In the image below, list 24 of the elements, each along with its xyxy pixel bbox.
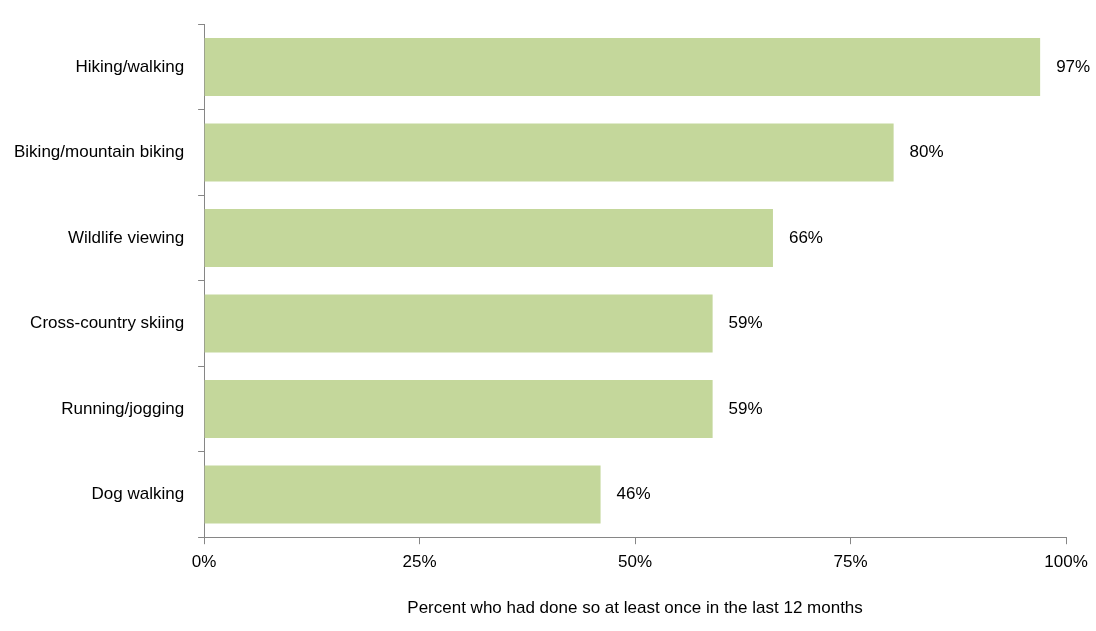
y-tick-label: Cross-country skiing [30,313,185,333]
x-axis-title: Percent who had done so at least once in the last 12 months [407,598,863,618]
bar [204,294,713,353]
data-label: 46% [616,484,651,504]
data-label: 59% [728,398,763,418]
x-tick-label: 0% [191,552,217,572]
x-tick-label: 25% [402,552,437,572]
x-tick-label: 100% [1044,552,1088,572]
data-label: 66% [788,227,823,247]
x-tick-label: 50% [618,552,653,572]
bar [204,379,713,439]
y-tick-label: Dog walking [91,484,185,504]
data-label: 80% [909,142,944,162]
bar [204,465,601,524]
x-tick-label: 75% [833,552,868,572]
bar [204,37,1041,97]
data-label: 97% [1056,56,1091,76]
bar [204,123,894,182]
bar [204,208,773,268]
data-label: 59% [728,313,763,333]
y-tick-label: Running/jogging [61,398,185,418]
y-tick-label: Biking/mountain biking [13,142,185,162]
y-tick-label: Hiking/walking [75,56,185,76]
y-tick-label: Wildlife viewing [67,227,185,247]
